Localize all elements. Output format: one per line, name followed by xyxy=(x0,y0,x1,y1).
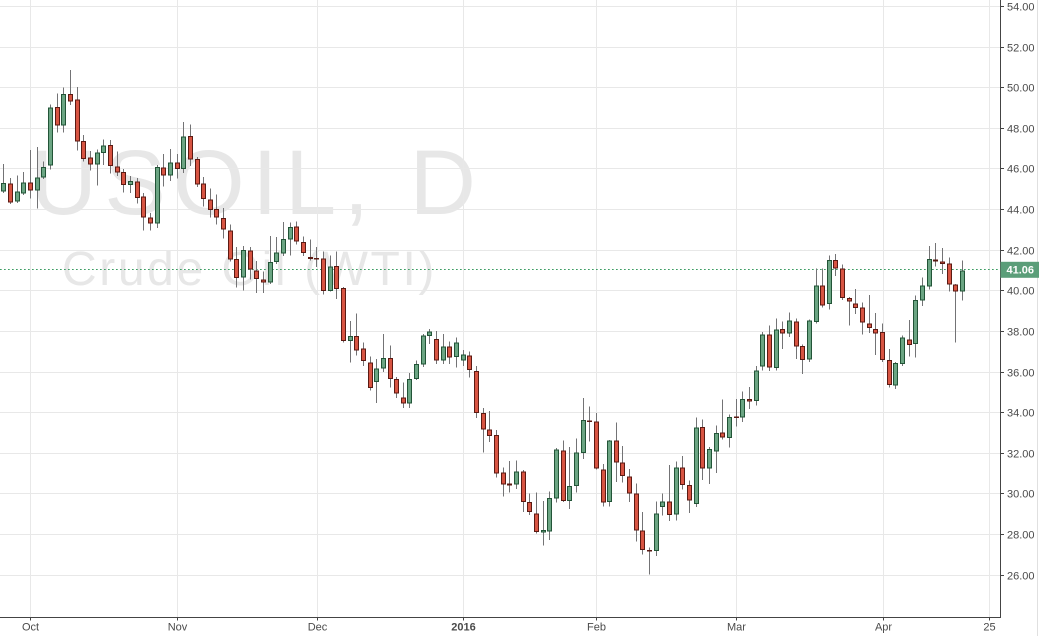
svg-text:38.00: 38.00 xyxy=(1007,327,1035,339)
svg-text:36.00: 36.00 xyxy=(1007,368,1035,380)
svg-text:2016: 2016 xyxy=(451,622,475,634)
svg-text:34.00: 34.00 xyxy=(1007,408,1035,420)
svg-text:30.00: 30.00 xyxy=(1007,489,1035,501)
svg-text:Dec: Dec xyxy=(308,622,328,634)
svg-text:USOIL, D: USOIL, D xyxy=(31,132,484,234)
svg-text:46.00: 46.00 xyxy=(1007,164,1035,176)
svg-text:Mar: Mar xyxy=(727,622,746,634)
svg-text:48.00: 48.00 xyxy=(1007,124,1035,136)
svg-text:Apr: Apr xyxy=(875,622,892,634)
svg-text:28.00: 28.00 xyxy=(1007,530,1035,542)
svg-text:54.00: 54.00 xyxy=(1007,2,1035,14)
svg-text:42.00: 42.00 xyxy=(1007,246,1035,258)
svg-text:40.00: 40.00 xyxy=(1007,286,1035,298)
svg-text:25: 25 xyxy=(983,622,995,634)
svg-text:41.06: 41.06 xyxy=(1007,265,1035,277)
svg-text:50.00: 50.00 xyxy=(1007,83,1035,95)
svg-text:Feb: Feb xyxy=(587,622,606,634)
svg-text:32.00: 32.00 xyxy=(1007,449,1035,461)
svg-text:Nov: Nov xyxy=(168,622,188,634)
svg-text:52.00: 52.00 xyxy=(1007,43,1035,55)
svg-text:44.00: 44.00 xyxy=(1007,205,1035,217)
svg-text:26.00: 26.00 xyxy=(1007,571,1035,583)
svg-text:Oct: Oct xyxy=(22,622,39,634)
